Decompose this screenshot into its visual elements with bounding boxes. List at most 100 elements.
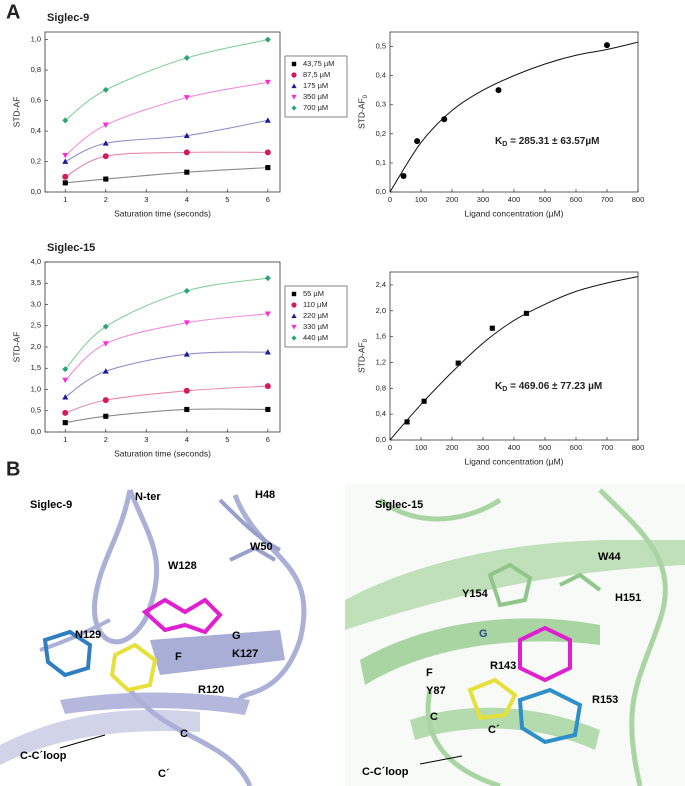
residue-label: W128 (168, 560, 197, 572)
marker (103, 413, 109, 419)
y-tick-label: 0,2 (376, 129, 386, 138)
marker (62, 409, 69, 416)
x-tick-label: 3 (144, 195, 148, 204)
marker (184, 406, 190, 413)
x-tick-label: 5 (225, 435, 229, 444)
marker (183, 54, 190, 61)
marker (183, 287, 190, 294)
residue-label: N-ter (135, 491, 161, 503)
pointer (419, 755, 463, 765)
marker (102, 323, 109, 330)
y-tick-label: 0,4 (31, 126, 41, 135)
x-tick-label: 700 (601, 443, 614, 452)
marker (62, 420, 68, 426)
plot-frame (389, 31, 639, 193)
x-tick-label: 3 (144, 435, 148, 444)
marker (183, 149, 190, 156)
fit-curve (65, 167, 268, 184)
residue-label: K127 (232, 648, 258, 660)
y-tick-label: 4,0 (31, 257, 41, 266)
residue-label: C (430, 711, 438, 723)
marker (264, 117, 271, 123)
residue-label: C-C´loop (362, 766, 409, 778)
residue-label: R120 (198, 684, 224, 696)
structure-title: Siglec-15 (375, 499, 423, 511)
annotation-part: = 469.06 ± 77.23 µM (507, 381, 602, 392)
marker (102, 86, 109, 93)
x-tick-label: 5 (225, 195, 229, 204)
x-tick-label: 200 (446, 195, 459, 204)
marker (489, 325, 495, 331)
marker (62, 158, 69, 164)
fit-curve (64, 277, 268, 370)
y-tick-label: 2,0 (376, 306, 386, 315)
marker (264, 36, 271, 43)
x-tick-label: 800 (632, 443, 645, 452)
fit-curve (389, 41, 639, 193)
y-tick-label: 0,0 (31, 187, 41, 196)
x-tick-label: 100 (415, 443, 428, 452)
residue-label: R143 (490, 660, 516, 672)
marker (264, 79, 271, 86)
fit-curve (64, 313, 268, 381)
y-tick-label: 0,4 (376, 71, 386, 80)
marker (400, 173, 407, 179)
x-axis-label: Ligand concentration (µM) (465, 456, 564, 466)
legend-label: 110 µM (303, 300, 328, 309)
plot-frame (389, 271, 639, 441)
marker (604, 42, 610, 49)
x-tick-label: 300 (477, 443, 490, 452)
annotation-part: = 285.31 ± 63.57µM (507, 135, 599, 146)
marker (414, 138, 421, 145)
residue-label: H48 (255, 489, 275, 501)
y-axis-label-sub: 0 (363, 338, 369, 342)
y-tick-label: 1,2 (376, 357, 386, 366)
residue-label: R153 (592, 694, 618, 706)
residue-label: Y154 (462, 588, 489, 600)
x-tick-label: 2 (104, 435, 108, 444)
legend-label: 175 µM (303, 81, 328, 90)
y-tick-label: 0,0 (376, 187, 386, 196)
y-axis-label: STD-AF (11, 332, 21, 363)
residue-label: C´ (488, 724, 500, 736)
marker (441, 116, 448, 123)
marker (291, 94, 297, 100)
marker (62, 117, 69, 124)
x-tick-label: 800 (632, 195, 645, 204)
x-tick-label: 400 (508, 443, 521, 452)
legend-label: 220 µM (303, 311, 328, 320)
fit-curve (64, 81, 268, 156)
residue-label: W50 (250, 541, 273, 553)
residue-label: F (426, 667, 433, 679)
marker (264, 349, 271, 355)
y-tick-label: 1,0 (31, 35, 41, 44)
residue-label: H151 (615, 592, 641, 604)
x-tick-label: 4 (185, 195, 189, 204)
fit-curve (64, 39, 268, 121)
legend-label: 55 µM (303, 289, 324, 298)
x-tick-label: 100 (415, 195, 428, 204)
legend-label: 440 µM (303, 333, 328, 342)
marker (183, 95, 190, 101)
marker (291, 313, 297, 319)
structure-right (345, 484, 685, 786)
y-tick-label: 1,5 (31, 363, 41, 372)
y-tick-label: 0,3 (376, 100, 386, 109)
x-axis-label: Saturation time (seconds) (114, 448, 211, 458)
marker (291, 105, 297, 111)
y-axis-label: STD-AF0 (356, 338, 368, 373)
annotation-part: K (495, 135, 503, 146)
y-tick-label: 2,0 (31, 342, 41, 351)
x-tick-label: 6 (266, 195, 270, 204)
x-tick-label: 0 (388, 443, 392, 452)
marker (102, 341, 109, 347)
legend-label: 87,5 µM (303, 70, 330, 79)
fit-curve (389, 276, 639, 441)
y-tick-label: 1,6 (376, 332, 386, 341)
marker (183, 132, 190, 139)
marker (291, 291, 297, 297)
marker (103, 176, 109, 182)
marker (62, 153, 69, 159)
y-tick-label: 0,4 (376, 409, 386, 418)
residue-label: G (479, 628, 488, 640)
